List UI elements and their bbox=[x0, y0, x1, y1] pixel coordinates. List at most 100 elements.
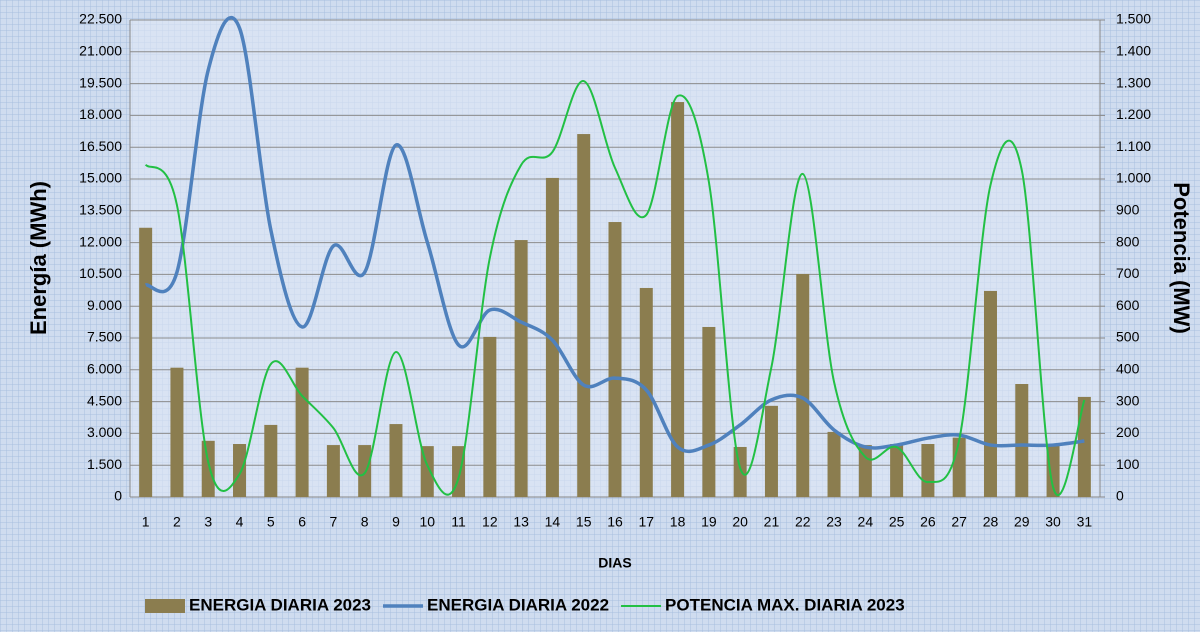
x-tick-label: 4 bbox=[236, 514, 244, 530]
y-tick-label: 13.500 bbox=[79, 202, 122, 218]
y-tick-label: 1.500 bbox=[87, 456, 122, 472]
y-tick-label: 4.500 bbox=[87, 392, 122, 408]
bar bbox=[358, 445, 372, 497]
y-tick-label: 18.000 bbox=[79, 106, 122, 122]
legend-label: ENERGIA DIARIA 2022 bbox=[427, 595, 609, 614]
bar bbox=[671, 102, 685, 497]
bar bbox=[326, 445, 340, 497]
bar bbox=[139, 227, 153, 497]
y2-tick-label: 1.200 bbox=[1116, 106, 1151, 122]
x-tick-label: 27 bbox=[951, 514, 967, 530]
x-tick-label: 16 bbox=[607, 514, 623, 530]
x-tick-label: 19 bbox=[701, 514, 717, 530]
bar bbox=[796, 273, 810, 497]
x-tick-label: 6 bbox=[298, 514, 306, 530]
x-tick-label: 30 bbox=[1045, 514, 1061, 530]
bar bbox=[577, 134, 591, 497]
x-tick-label: 29 bbox=[1014, 514, 1030, 530]
x-tick-label: 17 bbox=[639, 514, 655, 530]
y2-tick-label: 1.500 bbox=[1116, 11, 1151, 27]
x-tick-label: 1 bbox=[142, 514, 150, 530]
y-tick-label: 6.000 bbox=[87, 361, 122, 377]
bar bbox=[389, 424, 403, 497]
x-tick-label: 24 bbox=[858, 514, 874, 530]
bar bbox=[295, 367, 309, 497]
bar bbox=[921, 444, 935, 497]
y2-tick-label: 700 bbox=[1116, 265, 1140, 281]
y-tick-label: 19.500 bbox=[79, 74, 122, 90]
x-tick-label: 20 bbox=[732, 514, 748, 530]
x-tick-label: 5 bbox=[267, 514, 275, 530]
bar bbox=[983, 290, 997, 497]
bar bbox=[608, 222, 622, 497]
y2-axis-title: Potencia (MW) bbox=[1169, 182, 1194, 334]
x-tick-label: 10 bbox=[419, 514, 435, 530]
y2-tick-label: 500 bbox=[1116, 329, 1140, 345]
bar bbox=[233, 444, 247, 497]
line bbox=[144, 15, 1085, 454]
x-tick-label: 22 bbox=[795, 514, 811, 530]
y2-tick-label: 0 bbox=[1116, 488, 1124, 504]
y-tick-label: 0 bbox=[114, 488, 122, 504]
y2-tick-label: 800 bbox=[1116, 233, 1140, 249]
bar bbox=[1046, 445, 1060, 497]
x-tick-label: 9 bbox=[392, 514, 400, 530]
x-tick-label: 14 bbox=[545, 514, 561, 530]
y-tick-label: 15.000 bbox=[79, 170, 122, 186]
y2-tick-label: 300 bbox=[1116, 392, 1140, 408]
bar bbox=[702, 326, 716, 497]
bar bbox=[890, 444, 904, 497]
line bbox=[144, 80, 1086, 497]
bar bbox=[858, 445, 872, 497]
x-tick-label: 31 bbox=[1077, 514, 1093, 530]
x-tick-label: 28 bbox=[983, 514, 999, 530]
legend-label: POTENCIA MAX. DIARIA 2023 bbox=[665, 595, 905, 614]
legend-label: ENERGIA DIARIA 2023 bbox=[189, 595, 371, 614]
y2-tick-label: 1.000 bbox=[1116, 170, 1151, 186]
bar bbox=[514, 240, 528, 497]
y2-tick-label: 100 bbox=[1116, 456, 1140, 472]
x-tick-label: 26 bbox=[920, 514, 936, 530]
x-tick-label: 13 bbox=[513, 514, 529, 530]
bar bbox=[764, 405, 778, 497]
x-tick-label: 23 bbox=[826, 514, 842, 530]
x-tick-label: 15 bbox=[576, 514, 592, 530]
bar bbox=[170, 367, 184, 497]
x-tick-label: 8 bbox=[361, 514, 369, 530]
bar bbox=[264, 424, 278, 497]
y2-tick-label: 200 bbox=[1116, 424, 1140, 440]
bar bbox=[483, 336, 497, 497]
y-axis-title: Energía (MWh) bbox=[26, 181, 51, 335]
y2-tick-label: 600 bbox=[1116, 297, 1140, 313]
x-tick-label: 12 bbox=[482, 514, 498, 530]
y-tick-label: 22.500 bbox=[79, 11, 122, 27]
y-tick-label: 7.500 bbox=[87, 329, 122, 345]
x-tick-label: 25 bbox=[889, 514, 905, 530]
y2-tick-label: 1.100 bbox=[1116, 138, 1151, 154]
bar bbox=[1015, 384, 1029, 497]
y2-tick-label: 400 bbox=[1116, 361, 1140, 377]
y2-tick-label: 1.300 bbox=[1116, 74, 1151, 90]
x-axis-title: DIAS bbox=[598, 555, 631, 571]
x-tick-label: 2 bbox=[173, 514, 181, 530]
y-tick-label: 21.000 bbox=[79, 43, 122, 59]
y2-tick-label: 1.400 bbox=[1116, 43, 1151, 59]
x-tick-label: 21 bbox=[764, 514, 780, 530]
y-tick-label: 12.000 bbox=[79, 233, 122, 249]
bar bbox=[201, 440, 215, 497]
x-tick-label: 18 bbox=[670, 514, 686, 530]
bar bbox=[545, 177, 559, 497]
x-tick-label: 7 bbox=[329, 514, 337, 530]
y-tick-label: 10.500 bbox=[79, 265, 122, 281]
y-tick-label: 9.000 bbox=[87, 297, 122, 313]
x-tick-label: 11 bbox=[451, 514, 466, 530]
y-tick-label: 16.500 bbox=[79, 138, 122, 154]
x-tick-label: 3 bbox=[204, 514, 212, 530]
bar bbox=[952, 437, 966, 497]
bar bbox=[1077, 396, 1091, 497]
y-tick-label: 3.000 bbox=[87, 424, 122, 440]
bar bbox=[827, 431, 841, 497]
y2-tick-label: 900 bbox=[1116, 202, 1140, 218]
legend-swatch bbox=[145, 599, 185, 613]
